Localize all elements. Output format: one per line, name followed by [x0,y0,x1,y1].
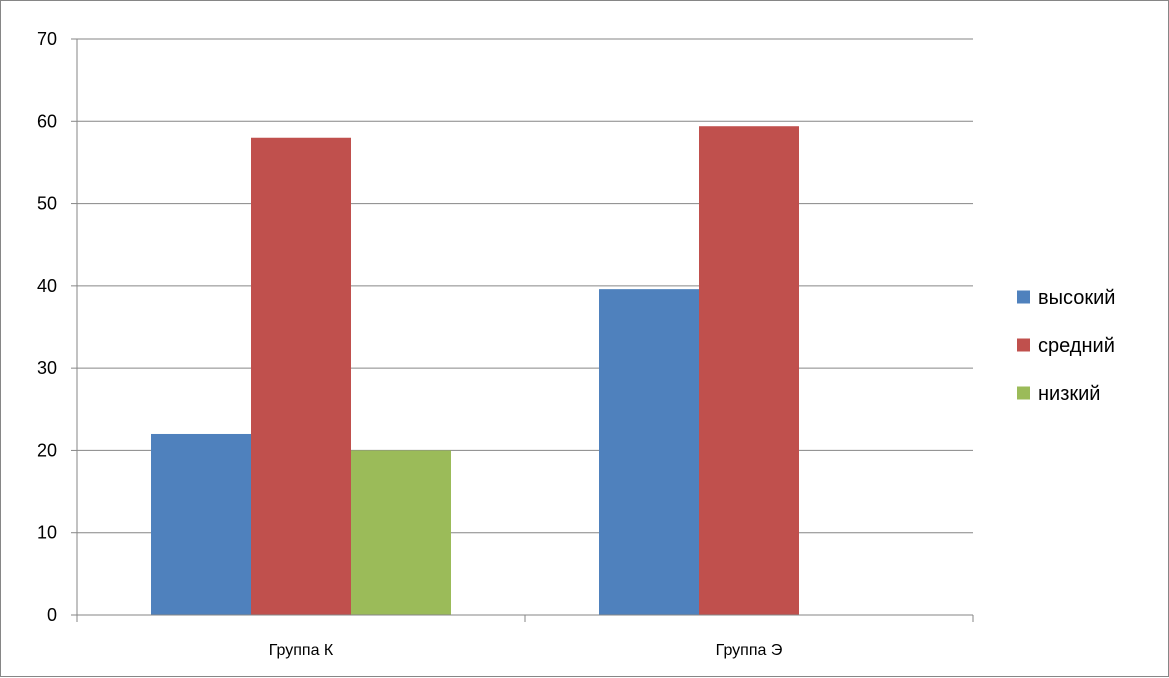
legend-label: средний [1038,335,1115,357]
legend-swatch [1017,338,1030,352]
axes [71,38,974,622]
x-category-label: Группа К [269,642,334,659]
y-tick-label: 50 [37,194,57,214]
bar [599,289,699,615]
bars [151,126,799,616]
y-tick-label: 10 [37,523,57,543]
y-tick-label: 70 [37,29,57,49]
legend-label: низкий [1038,383,1100,405]
y-tick-label: 60 [37,111,57,131]
y-tick-label: 0 [47,605,57,625]
bar [151,433,251,615]
x-category-label: Группа Э [716,642,783,659]
legend-swatch [1017,290,1030,304]
bar [699,126,799,616]
legend-label: высокий [1038,287,1115,309]
legend-swatch [1017,386,1030,400]
y-tick-label: 40 [37,276,57,296]
legend: высокий средний низкий [1017,287,1115,405]
y-tick-label: 20 [37,440,57,460]
y-tick-labels: 0 10 20 30 40 50 60 70 [37,29,57,625]
bar [351,450,451,615]
bar [251,137,351,615]
y-tick-label: 30 [37,358,57,378]
x-category-labels: Группа К Группа Э [269,642,783,659]
